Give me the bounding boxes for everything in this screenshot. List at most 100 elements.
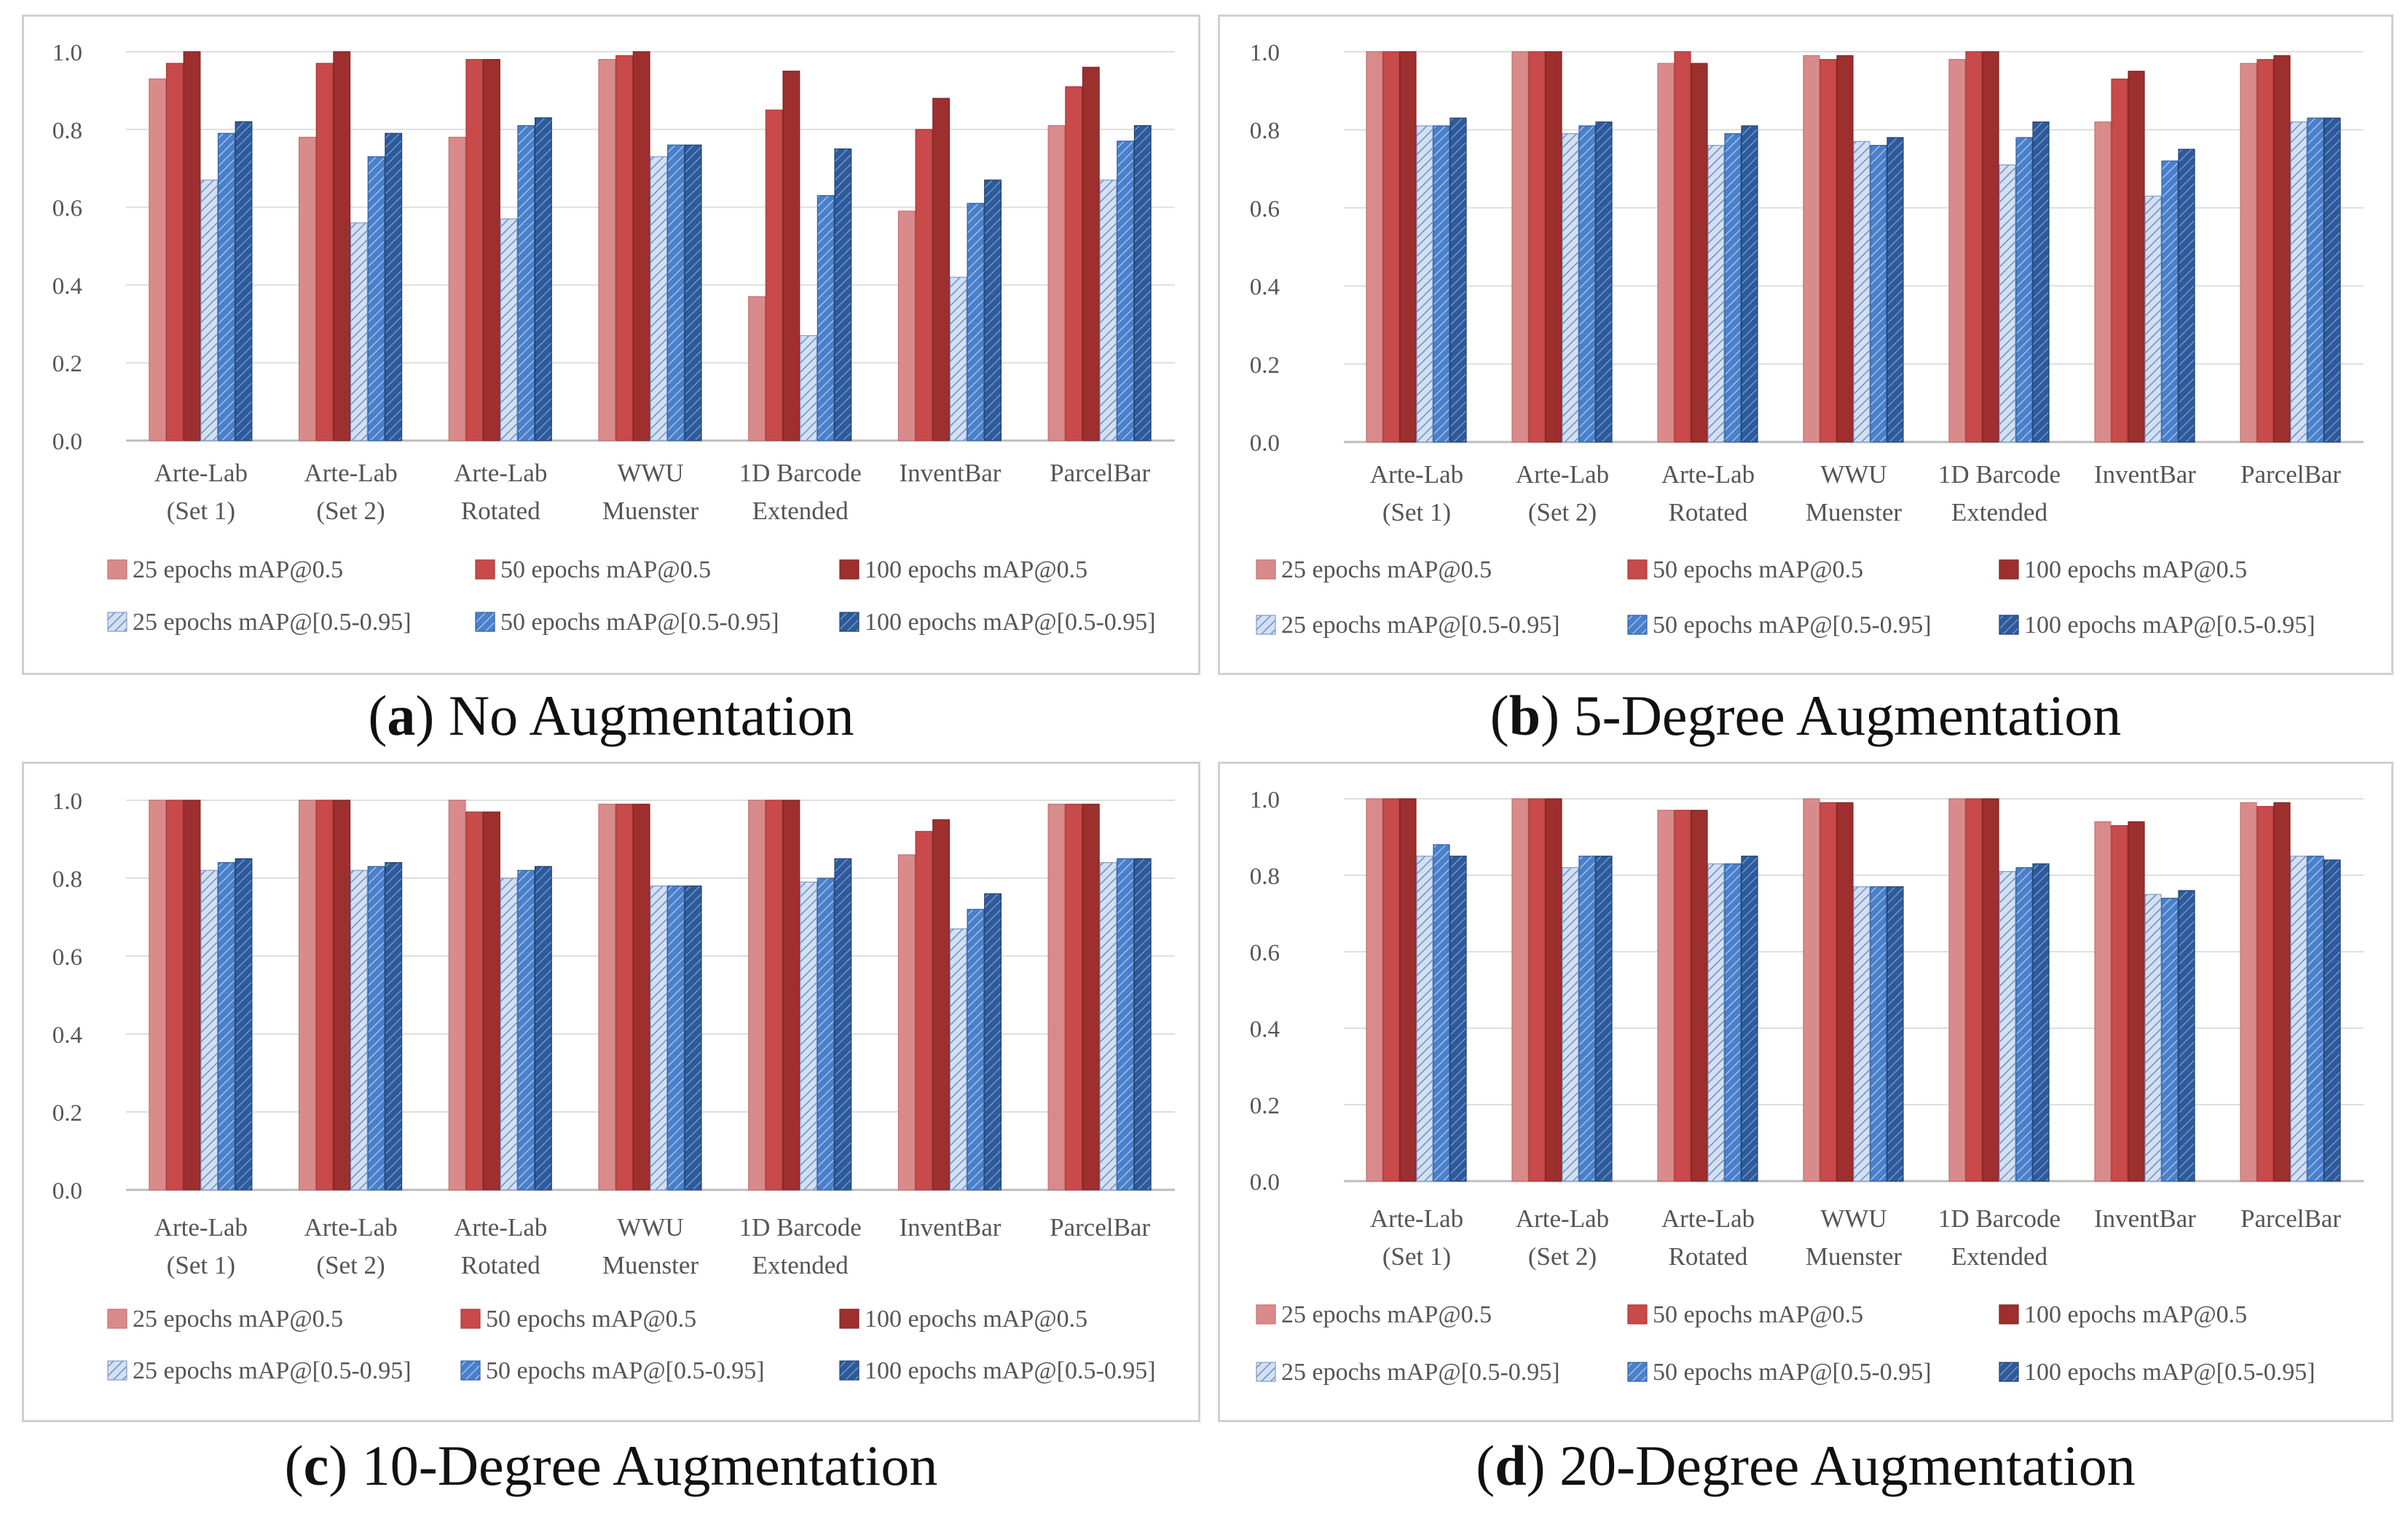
category-label: Arte-Lab <box>304 1213 397 1242</box>
legend-swatch <box>839 1360 859 1381</box>
bar-50-epochs-map-0-5-0-95--2 <box>517 869 535 1191</box>
y-tick-label: 0.0 <box>1250 430 1280 457</box>
bar-100-epochs-map-0-5-0-95--4 <box>834 148 852 441</box>
legend-swatch <box>1999 1362 2019 1382</box>
bar-25-epochs-map-0-5-0-95--3 <box>1853 886 1870 1182</box>
bar-50-epochs-map-0-5-0-95--3 <box>667 144 685 441</box>
legend-swatch <box>107 1309 127 1329</box>
bar-50-epochs-map-0-5-0-95--5 <box>2161 160 2179 443</box>
bar-100-epochs-map-0-5-1 <box>1545 798 1562 1182</box>
bar-50-epochs-map-0-5-0-95--6 <box>2307 856 2324 1182</box>
bar-25-epochs-map-0-5-6 <box>2240 63 2257 443</box>
y-tick-label: 0.6 <box>52 944 82 971</box>
bar-50-epochs-map-0-5-0-95--3 <box>667 885 685 1191</box>
bar-chart-d: 0.0 0.2 0.4 0.6 0.8 1.0 Arte-Lab (Set 1) Arte-La… <box>1250 787 2364 1386</box>
category-label: 1D Barcode <box>739 1213 862 1242</box>
bar-25-epochs-map-0-5-0-95--2 <box>1707 863 1725 1182</box>
bar-50-epochs-map-0-5-0-95--2 <box>1724 133 1742 443</box>
bar-25-epochs-map-0-5-1 <box>299 800 316 1191</box>
bar-50-epochs-map-0-5-1 <box>315 63 334 441</box>
y-tick-label: 0.4 <box>1250 275 1280 301</box>
bar-100-epochs-map-0-5-0-95--5 <box>984 179 1002 441</box>
category-label: 1D Barcode <box>1938 460 2061 489</box>
category-label: (Set 2) <box>1528 498 1597 526</box>
bar-100-epochs-map-0-5-0-95--3 <box>684 885 702 1191</box>
bar-100-epochs-map-0-5-1 <box>333 51 351 441</box>
bar-100-epochs-map-0-5-0-95--4 <box>834 858 852 1191</box>
bar-100-epochs-map-0-5-3 <box>632 51 650 441</box>
bar-50-epochs-map-0-5-0-95--1 <box>367 866 385 1191</box>
bar-25-epochs-map-0-5-5 <box>897 854 916 1191</box>
bar-100-epochs-map-0-5-1 <box>333 800 351 1191</box>
bar-25-epochs-map-0-5-5 <box>2094 821 2112 1182</box>
bar-100-epochs-map-0-5-1 <box>1545 51 1562 443</box>
bar-100-epochs-map-0-5-0-95--3 <box>1886 886 1904 1182</box>
bar-50-epochs-map-0-5-1 <box>1528 51 1546 443</box>
legend-label: 25 epochs mAP@0.5 <box>1281 1301 1492 1328</box>
bar-100-epochs-map-0-5-0-95--2 <box>1741 856 1758 1182</box>
bar-25-epochs-map-0-5-0-95--0 <box>200 869 219 1191</box>
legend-label: 100 epochs mAP@[0.5-0.95] <box>865 609 1156 636</box>
y-tick-label: 1.0 <box>1250 787 1280 813</box>
category-label: Rotated <box>1669 498 1748 526</box>
category-label: (Set 2) <box>316 1251 385 1279</box>
bar-100-epochs-map-0-5-0-95--2 <box>1741 125 1758 443</box>
bar-25-epochs-map-0-5-4 <box>748 800 766 1191</box>
category-label: 1D Barcode <box>739 459 862 487</box>
bar-25-epochs-map-0-5-0-95--2 <box>500 877 518 1191</box>
legend-label: 25 epochs mAP@0.5 <box>133 1306 343 1333</box>
bar-100-epochs-map-0-5-0-95--1 <box>1595 856 1613 1182</box>
bar-100-epochs-map-0-5-0-95--6 <box>2324 117 2341 443</box>
legend-label: 50 epochs mAP@0.5 <box>1653 556 1863 583</box>
category-label: ParcelBar <box>2240 460 2341 489</box>
y-tick-label: 1.0 <box>1250 40 1280 66</box>
category-label: Arte-Lab <box>154 459 248 487</box>
bar-100-epochs-map-0-5-2 <box>483 811 500 1191</box>
caption-letter: a <box>387 684 416 747</box>
legend-swatch <box>460 1309 481 1329</box>
caption-letter: d <box>1495 1434 1527 1497</box>
bar-100-epochs-map-0-5-0-95--5 <box>2178 890 2195 1182</box>
y-tick-label: 0.4 <box>52 273 82 299</box>
bar-25-epochs-map-0-5-6 <box>1047 125 1066 441</box>
bar-50-epochs-map-0-5-0-95--6 <box>1117 858 1135 1191</box>
bar-50-epochs-map-0-5-5 <box>2111 825 2128 1182</box>
bar-100-epochs-map-0-5-3 <box>1836 55 1854 443</box>
category-label: Muenster <box>602 497 699 525</box>
category-label: WWU <box>617 1213 683 1242</box>
category-label: (Set 1) <box>167 1251 235 1279</box>
category-label: (Set 1) <box>1382 1242 1451 1271</box>
bar-25-epochs-map-0-5-3 <box>598 803 616 1191</box>
legend-swatch <box>1999 1304 2019 1325</box>
legend-label: 50 epochs mAP@[0.5-0.95] <box>500 609 779 636</box>
bar-100-epochs-map-0-5-0-95--3 <box>1886 137 1904 443</box>
bar-50-epochs-map-0-5-3 <box>615 55 633 441</box>
category-label: Arte-Lab <box>1516 460 1609 489</box>
bar-50-epochs-map-0-5-6 <box>2256 59 2274 443</box>
bar-25-epochs-map-0-5-5 <box>897 210 916 441</box>
bar-50-epochs-map-0-5-6 <box>2256 805 2274 1182</box>
bar-100-epochs-map-0-5-5 <box>932 98 951 441</box>
bar-100-epochs-map-0-5-0-95--6 <box>1133 858 1152 1191</box>
legend-label: 100 epochs mAP@[0.5-0.95] <box>2024 1359 2315 1386</box>
bar-100-epochs-map-0-5-0-95--1 <box>385 862 403 1191</box>
bar-25-epochs-map-0-5-0-95--4 <box>1999 164 2016 443</box>
category-label: Muenster <box>602 1251 699 1279</box>
y-tick-label: 0.2 <box>1250 1093 1280 1119</box>
legend-label: 100 epochs mAP@0.5 <box>865 556 1087 583</box>
bar-100-epochs-map-0-5-3 <box>1836 802 1854 1182</box>
bar-50-epochs-map-0-5-0 <box>165 63 184 441</box>
bar-25-epochs-map-0-5-4 <box>1948 798 1966 1182</box>
bar-50-epochs-map-0-5-0-95--6 <box>1117 141 1135 441</box>
bar-25-epochs-map-0-5-0-95--6 <box>1099 862 1117 1191</box>
category-label: Arte-Lab <box>1661 460 1755 489</box>
bar-25-epochs-map-0-5-5 <box>2094 121 2112 443</box>
bar-25-epochs-map-0-5-0-95--3 <box>650 885 668 1191</box>
bar-50-epochs-map-0-5-1 <box>1528 798 1546 1182</box>
bar-100-epochs-map-0-5-0-95--6 <box>1133 125 1152 441</box>
bar-25-epochs-map-0-5-6 <box>1047 803 1066 1191</box>
bar-100-epochs-map-0-5-0-95--6 <box>2324 859 2341 1182</box>
bar-25-epochs-map-0-5-0-95--0 <box>200 179 219 441</box>
legend-label: 100 epochs mAP@[0.5-0.95] <box>2024 612 2315 639</box>
legend-label: 25 epochs mAP@[0.5-0.95] <box>1281 612 1560 639</box>
